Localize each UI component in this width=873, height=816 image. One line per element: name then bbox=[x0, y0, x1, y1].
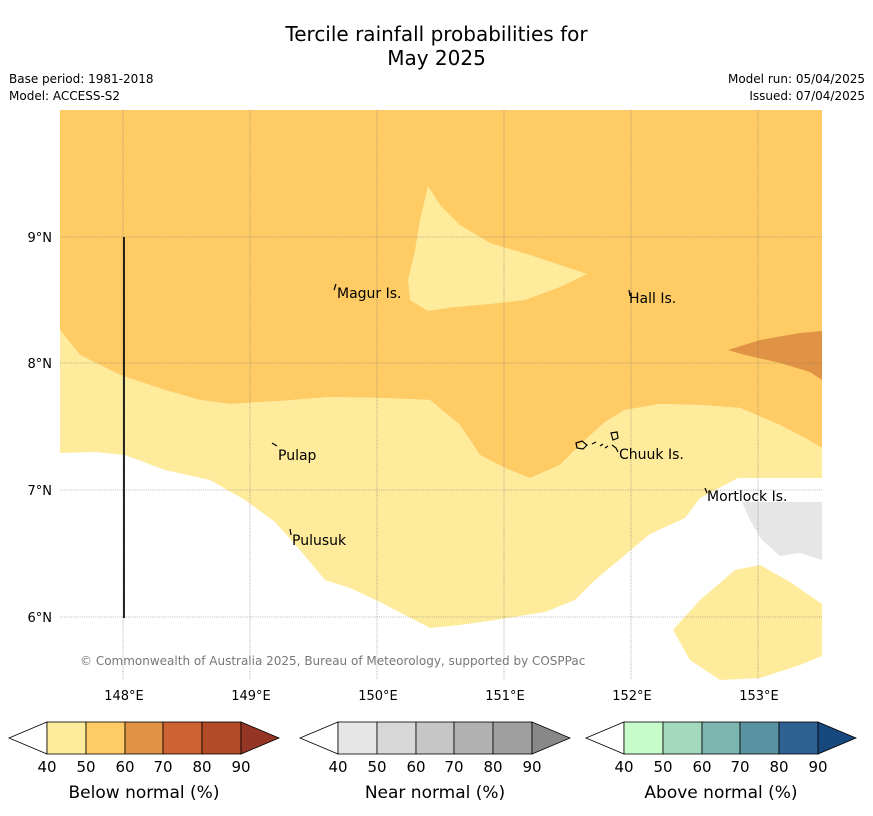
lon-label-152e: 152°E bbox=[612, 689, 652, 704]
lon-label-149e: 149°E bbox=[231, 689, 271, 704]
island-magur bbox=[333, 283, 337, 291]
legend-below-swatch-1 bbox=[85, 721, 126, 755]
meta-left: Base period: 1981-2018 Model: ACCESS-S2 bbox=[9, 71, 154, 105]
lon-labels: 148°E 149°E 150°E 151°E 152°E 153°E bbox=[104, 689, 779, 704]
legend-above-tick-90: 90 bbox=[808, 758, 827, 776]
map-area: Magur Is. Hall Is. Pulap Chuuk Is. Mortl… bbox=[60, 110, 822, 680]
legend-above-tick-80: 80 bbox=[769, 758, 788, 776]
copyright-notice: © Commonwealth of Australia 2025, Bureau… bbox=[80, 654, 585, 668]
model-run: Model run: 05/04/2025 bbox=[727, 72, 865, 86]
legend-near-tick-40: 40 bbox=[328, 758, 347, 776]
legend-below-swatch-4 bbox=[201, 721, 242, 755]
island-pulusuk bbox=[289, 528, 292, 536]
legend-near-swatch-3 bbox=[453, 721, 494, 755]
legend-above-tick-70: 70 bbox=[730, 758, 749, 776]
island-chuuk-reef bbox=[575, 431, 619, 453]
legend-above-tick-40: 40 bbox=[614, 758, 633, 776]
base-period: Base period: 1981-2018 bbox=[9, 72, 154, 86]
label-magur: Magur Is. bbox=[337, 286, 402, 302]
legend-above-title: Above normal (%) bbox=[644, 783, 797, 803]
legend-near-tick-80: 80 bbox=[483, 758, 502, 776]
region-below-40-50-south bbox=[60, 330, 822, 628]
lon-label-148e: 148°E bbox=[104, 689, 144, 704]
legend-below-swatch-3 bbox=[162, 721, 203, 755]
legend-near-under-arrow bbox=[298, 721, 339, 755]
label-mortlock: Mortlock Is. bbox=[707, 489, 787, 505]
legend-below-tick-90: 90 bbox=[231, 758, 250, 776]
legend-above-swatch-4 bbox=[778, 721, 819, 755]
legend-below-tick-50: 50 bbox=[76, 758, 95, 776]
legend-near: 40 50 60 70 80 90 Near normal (%) bbox=[298, 721, 572, 803]
legend-near-swatch-0 bbox=[337, 721, 378, 755]
legend-near-tick-50: 50 bbox=[367, 758, 386, 776]
label-pulusuk: Pulusuk bbox=[292, 533, 347, 549]
legend-above-swatch-3 bbox=[739, 721, 780, 755]
model-name: Model: ACCESS-S2 bbox=[9, 89, 121, 103]
legend-near-tick-60: 60 bbox=[406, 758, 425, 776]
legend-near-swatch-4 bbox=[492, 721, 533, 755]
lat-label-8n: 8°N bbox=[28, 357, 53, 372]
legend-below-over-arrow bbox=[240, 721, 281, 755]
island-pulap bbox=[271, 442, 278, 447]
lon-label-153e: 153°E bbox=[739, 689, 779, 704]
legend-above: 40 50 60 70 80 90 Above normal (%) bbox=[584, 721, 858, 803]
legend-near-tick-70: 70 bbox=[444, 758, 463, 776]
legend-above-tick-50: 50 bbox=[653, 758, 672, 776]
legend-below-swatch-0 bbox=[46, 721, 87, 755]
legend-above-swatch-2 bbox=[701, 721, 741, 755]
legend-above-swatch-0 bbox=[623, 721, 664, 755]
title-line-2: May 2025 bbox=[387, 46, 486, 70]
lat-label-9n: 9°N bbox=[28, 231, 53, 246]
island-markers bbox=[271, 283, 708, 536]
gridlines bbox=[60, 110, 822, 680]
island-mortlock bbox=[704, 487, 708, 494]
map-title: Tercile rainfall probabilities for May 2… bbox=[0, 22, 873, 70]
meta-right: Model run: 05/04/2025 Issued: 07/04/2025 bbox=[728, 71, 865, 105]
lon-label-150e: 150°E bbox=[358, 689, 398, 704]
legend-below-swatch-2 bbox=[124, 721, 164, 755]
lat-label-7n: 7°N bbox=[28, 484, 53, 499]
legend-below-tick-80: 80 bbox=[192, 758, 211, 776]
legend-above-tick-60: 60 bbox=[692, 758, 711, 776]
issued-date: Issued: 07/04/2025 bbox=[749, 89, 865, 103]
legend-near-tick-90: 90 bbox=[522, 758, 541, 776]
legend-below: 40 50 60 70 80 90 Below normal (%) bbox=[7, 721, 281, 803]
title-line-1: Tercile rainfall probabilities for bbox=[285, 22, 588, 46]
legend-near-over-arrow bbox=[531, 721, 572, 755]
place-labels: Magur Is. Hall Is. Pulap Chuuk Is. Mortl… bbox=[278, 286, 787, 549]
legend-below-tick-60: 60 bbox=[115, 758, 134, 776]
label-chuuk: Chuuk Is. bbox=[619, 447, 684, 463]
region-near-40-50 bbox=[742, 502, 822, 560]
region-below-40-50-southeast bbox=[673, 565, 822, 680]
legend-below-title: Below normal (%) bbox=[69, 783, 220, 803]
lat-label-6n: 6°N bbox=[28, 611, 53, 626]
lat-labels: 9°N 8°N 7°N 6°N bbox=[28, 231, 53, 626]
lon-label-151e: 151°E bbox=[485, 689, 525, 704]
label-hall: Hall Is. bbox=[629, 291, 676, 307]
legend-near-title: Near normal (%) bbox=[365, 783, 505, 803]
region-below-60-70 bbox=[728, 331, 822, 380]
legend-below-tick-70: 70 bbox=[153, 758, 172, 776]
label-pulap: Pulap bbox=[278, 448, 317, 464]
island-hall bbox=[628, 289, 631, 297]
legend-below-tick-40: 40 bbox=[37, 758, 56, 776]
region-below-40-50-north bbox=[408, 186, 587, 311]
legend-above-swatch-1 bbox=[662, 721, 703, 755]
legend-near-swatch-1 bbox=[376, 721, 417, 755]
legend-above-under-arrow bbox=[584, 721, 625, 755]
legend-near-swatch-2 bbox=[415, 721, 455, 755]
legend-below-under-arrow bbox=[7, 721, 48, 755]
legend-above-over-arrow bbox=[817, 721, 858, 755]
